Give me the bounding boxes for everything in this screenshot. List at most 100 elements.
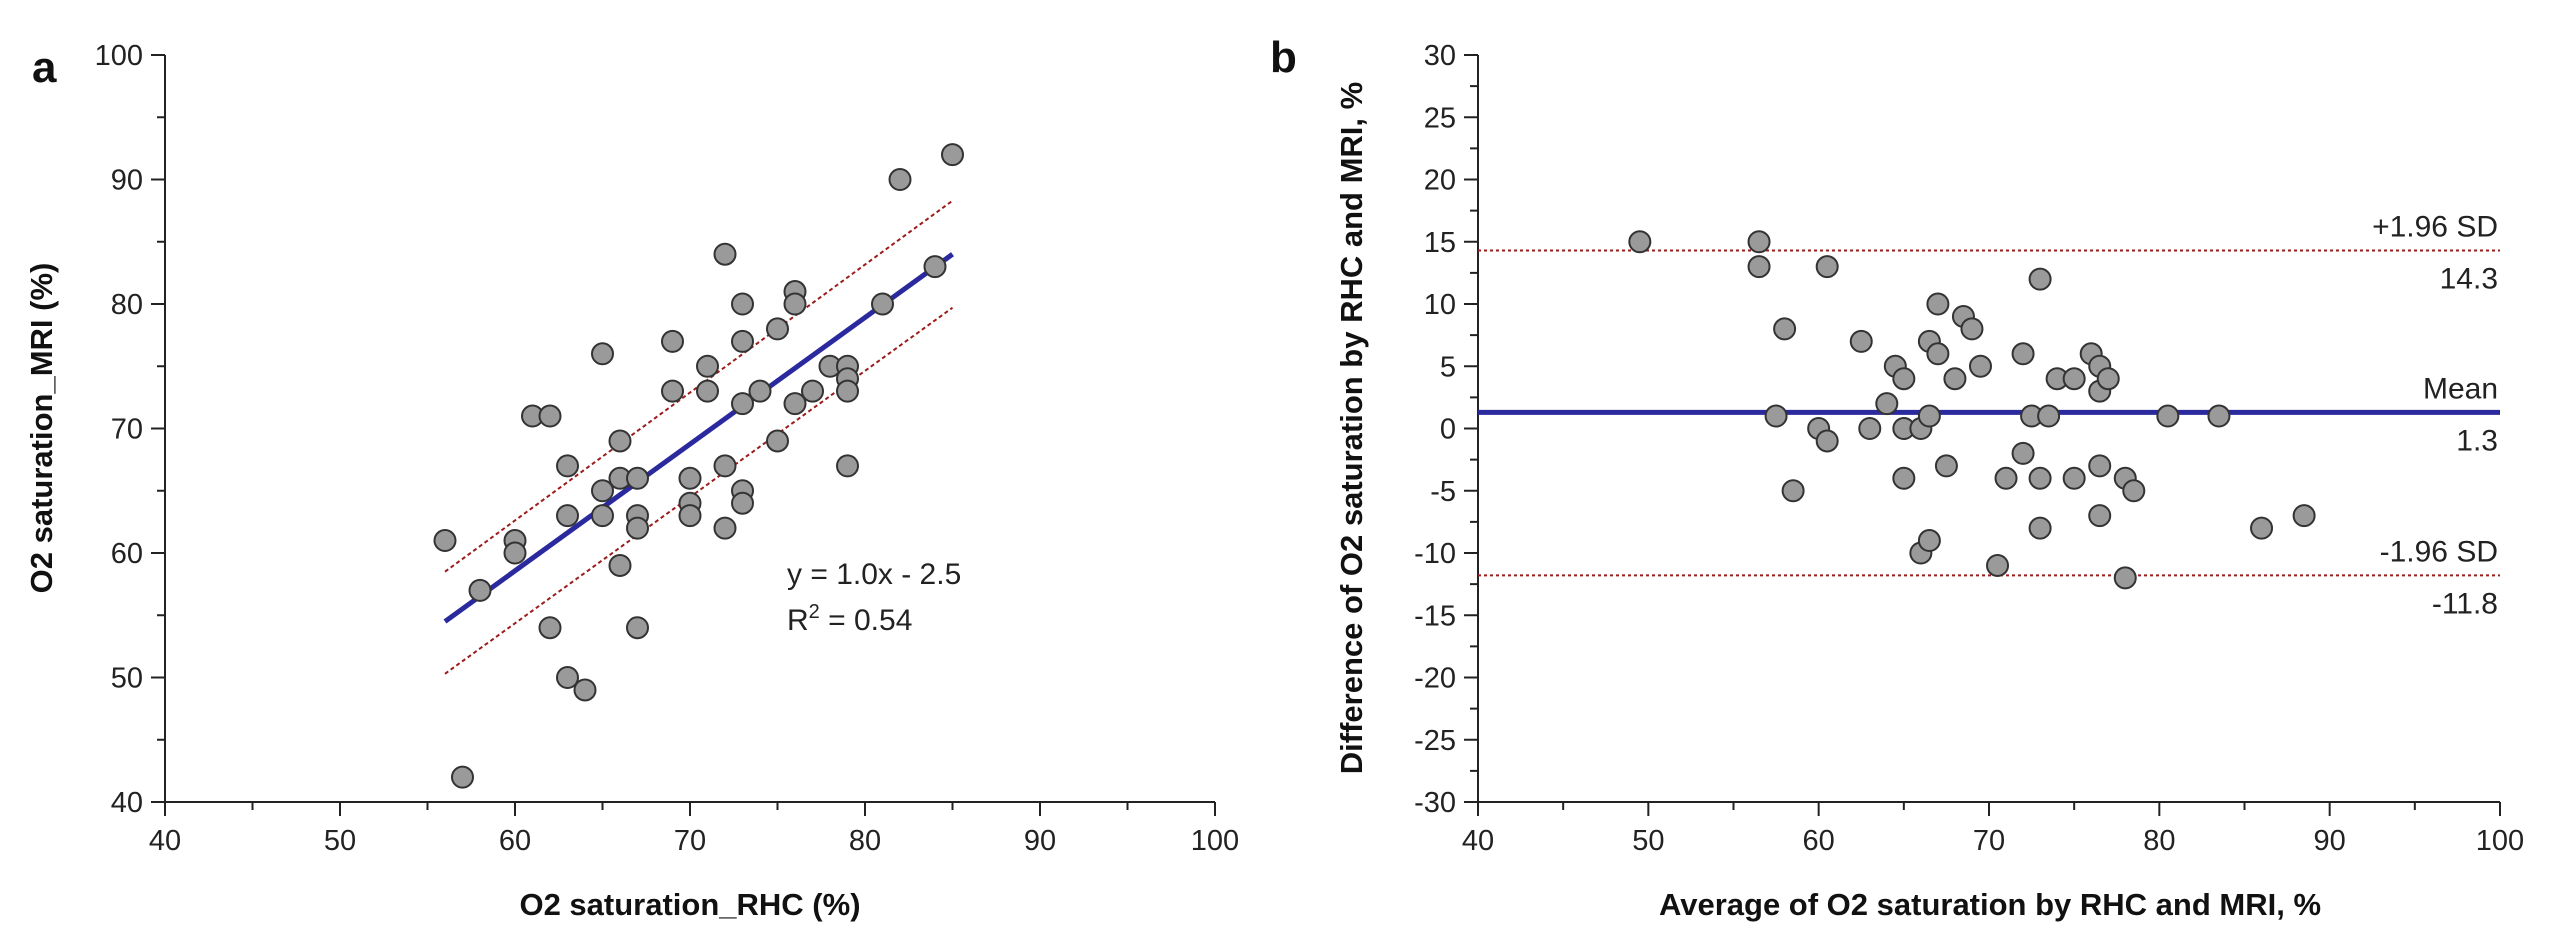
data-point — [1968, 354, 1992, 378]
data-point — [2028, 516, 2052, 540]
data-point — [1747, 230, 1771, 254]
r-squared-prefix: R — [787, 604, 809, 637]
data-point — [1892, 367, 1916, 391]
x-tick-label: 50 — [324, 825, 356, 857]
mean-label: Mean — [2423, 372, 2498, 405]
data-point — [2062, 367, 2086, 391]
y-axis-title: Difference of O2 saturation by RHC and M… — [1334, 82, 1369, 774]
regression-line — [443, 252, 954, 624]
data-point — [713, 454, 737, 478]
x-tick-label: 90 — [2314, 825, 2346, 857]
data-point — [1960, 317, 1984, 341]
data-point — [2037, 404, 2061, 428]
data-point — [871, 292, 894, 316]
data-point — [1875, 392, 1899, 416]
y-axis-title: O2 saturation_MRI (%) — [24, 263, 59, 594]
data-point — [766, 317, 789, 341]
data-point — [2062, 466, 2086, 490]
y-tick-label: -10 — [1414, 538, 1456, 570]
data-point — [713, 516, 737, 540]
data-point — [608, 553, 632, 577]
x-tick-label: 70 — [674, 825, 706, 857]
data-point — [2028, 267, 2052, 291]
r-squared-annotation: R2 = 0.54 — [787, 601, 912, 637]
data-point — [801, 379, 824, 403]
data-point — [713, 242, 737, 266]
y-tick-label: 30 — [1424, 40, 1456, 72]
data-point — [2207, 404, 2231, 428]
data-point — [1926, 342, 1950, 366]
y-tick-label: 15 — [1424, 227, 1456, 259]
data-point — [678, 466, 702, 490]
data-point — [573, 678, 597, 702]
data-point — [626, 616, 649, 640]
data-point — [836, 454, 859, 478]
data-point — [2250, 516, 2274, 540]
upper-loa-value-label: 14.3 — [2440, 262, 2498, 295]
lower-loa-label: -1.96 SD — [2380, 535, 2498, 568]
data-point — [451, 765, 474, 789]
r-squared-value: = 0.54 — [820, 604, 913, 637]
data-point — [783, 392, 807, 416]
data-point — [591, 479, 614, 503]
data-point — [766, 429, 789, 453]
data-point — [1858, 417, 1882, 440]
y-tick-label: 40 — [111, 787, 143, 819]
x-tick-label: 100 — [1191, 825, 1239, 857]
data-point — [538, 616, 562, 640]
data-point — [556, 504, 579, 528]
data-point — [1917, 404, 1941, 428]
data-point — [1773, 317, 1797, 341]
y-tick-label: 60 — [111, 538, 143, 570]
data-point — [1815, 255, 1839, 279]
data-point — [731, 491, 754, 515]
panel-letter: b — [1270, 33, 1297, 82]
data-point — [626, 466, 649, 490]
y-tick-label: -5 — [1430, 476, 1456, 508]
upper-loa-label: +1.96 SD — [2372, 210, 2498, 243]
x-tick-label: 70 — [1973, 825, 2005, 857]
x-tick-label: 80 — [849, 825, 881, 857]
r-squared-superscript: 2 — [809, 601, 820, 623]
data-point — [696, 354, 719, 378]
data-point — [661, 329, 684, 353]
x-tick-label: 80 — [2143, 825, 2175, 857]
y-tick-label: 70 — [111, 414, 143, 446]
x-tick-label: 40 — [1462, 825, 1494, 857]
y-tick-label: 80 — [111, 289, 143, 321]
data-point — [731, 329, 754, 353]
regression-equation: y = 1.0x - 2.5 — [787, 558, 961, 591]
data-point — [1747, 255, 1771, 279]
data-point — [836, 379, 859, 403]
data-point — [1917, 529, 1941, 553]
y-tick-label: 25 — [1424, 102, 1456, 134]
data-point — [678, 504, 702, 528]
data-point — [1628, 230, 1652, 254]
data-point — [2096, 367, 2120, 391]
data-point — [591, 504, 614, 528]
y-tick-label: -30 — [1414, 787, 1456, 819]
data-point — [941, 143, 964, 167]
data-point — [1764, 404, 1788, 428]
data-point — [783, 292, 807, 316]
data-point — [2113, 566, 2137, 590]
data-point — [608, 429, 632, 453]
y-tick-label: 90 — [111, 165, 143, 197]
y-tick-label: -15 — [1414, 600, 1456, 632]
data-point — [2011, 342, 2035, 366]
data-point — [1986, 553, 2010, 577]
data-point — [556, 666, 579, 689]
y-tick-label: 100 — [95, 40, 143, 72]
data-point — [696, 379, 719, 403]
data-point — [626, 516, 649, 540]
data-point — [1943, 367, 1967, 391]
panel-b-bland-altman-chart: b 40 50 60 70 80 90 100 -30 -25 -20 -15 -10 -5 0 5 10 15 2… — [1270, 33, 2524, 922]
data-point — [1926, 292, 1950, 316]
data-point — [556, 454, 579, 478]
y-tick-label: 0 — [1440, 414, 1456, 446]
data-point — [731, 292, 754, 316]
data-point — [2028, 466, 2052, 490]
data-point — [661, 379, 684, 403]
y-tick-label: 5 — [1440, 351, 1456, 383]
x-tick-label: 50 — [1632, 825, 1664, 857]
